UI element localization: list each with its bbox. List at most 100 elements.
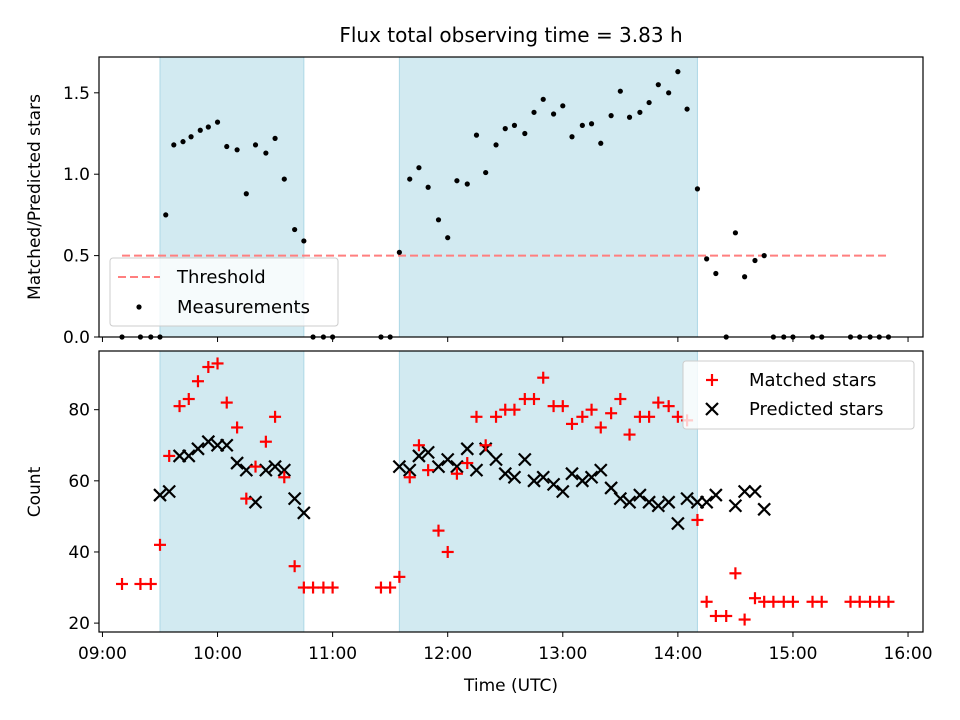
x-tick-label: 10:00	[193, 644, 242, 664]
matched-star-marker	[393, 570, 406, 583]
matched-star-marker	[384, 581, 397, 594]
predicted-star-marker	[287, 491, 302, 506]
predicted-star-marker	[518, 452, 532, 467]
measurement-point	[473, 132, 480, 138]
measurement-point	[704, 256, 710, 262]
matched-star-marker	[815, 595, 828, 608]
matched-star-marker	[134, 577, 147, 590]
matched-star-marker	[422, 464, 435, 477]
measurement-point	[252, 142, 259, 148]
x-tick-label: 12:00	[423, 644, 472, 664]
legend-measurements-label: Measurements	[177, 297, 310, 318]
measurement-point	[416, 165, 422, 171]
matched-star-marker	[652, 396, 665, 409]
predicted-star-marker	[297, 506, 311, 520]
matched-star-marker	[671, 410, 684, 423]
measurement-point	[197, 127, 203, 133]
measurement-point	[588, 121, 595, 127]
bottom-y-axis-label: Count	[25, 466, 45, 517]
matched-star-marker	[508, 403, 521, 416]
legend-threshold-label: Threshold	[176, 267, 266, 288]
matched-star-marker	[882, 595, 895, 608]
matched-star-marker	[786, 595, 799, 608]
matched-star-marker	[307, 581, 320, 594]
matched-star-marker	[278, 471, 291, 484]
matched-star-marker	[614, 393, 627, 406]
matched-star-marker	[729, 567, 742, 580]
chart-title: Flux total observing time = 3.83 h	[339, 23, 682, 47]
x-tick-label: 16:00	[884, 644, 933, 664]
axes-frame	[98, 350, 924, 633]
measurement-point	[540, 96, 546, 102]
predicted-star-marker	[230, 456, 244, 470]
legend-measurements-swatch	[136, 304, 142, 310]
predicted-star-marker	[709, 488, 723, 502]
predicted-star-marker	[277, 463, 292, 477]
predicted-star-marker	[421, 445, 435, 460]
predicted-star-marker	[680, 491, 694, 506]
bottom-panel: 20 40 60 80 09:00 10:00 11:00 12:00 13:00 14:00 15…	[25, 350, 933, 696]
measurement-point	[180, 139, 186, 145]
measurement-point	[171, 142, 177, 148]
predicted-star-marker	[556, 484, 570, 499]
measurement-point	[263, 150, 269, 156]
matched-star-marker	[700, 595, 713, 608]
matched-star-marker	[240, 492, 253, 505]
measurement-point	[301, 238, 307, 244]
matched-star-marker	[173, 400, 186, 413]
matched-star-marker	[490, 410, 503, 423]
predicted-star-marker	[162, 484, 176, 499]
predicted-star-marker	[469, 463, 484, 477]
matched-star-marker	[853, 595, 866, 608]
matched-star-marker	[403, 471, 416, 484]
count-points	[116, 357, 895, 626]
matched-star-marker	[269, 410, 282, 423]
top-legend-box	[109, 257, 339, 327]
y-tick-label: 1.5	[63, 84, 90, 104]
matched-star-marker	[450, 467, 463, 480]
measurement-point	[732, 230, 739, 236]
matched-star-marker	[738, 613, 751, 626]
top-legend: Threshold Measurements	[109, 257, 339, 327]
x-axis-label: Time (UTC)	[463, 676, 558, 696]
predicted-star-marker	[402, 463, 417, 477]
legend-matched-label: Matched stars	[749, 370, 876, 391]
axes-frame	[98, 56, 924, 338]
matched-star-marker	[432, 524, 445, 537]
predicted-star-marker	[699, 495, 714, 509]
matched-star-marker	[470, 410, 483, 423]
predicted-star-marker	[546, 477, 561, 492]
measurement-point	[502, 126, 508, 132]
matched-star-marker	[220, 396, 233, 409]
measurement-point	[483, 169, 489, 176]
y-tick-label: 0.5	[63, 247, 90, 267]
matched-star-marker	[767, 595, 780, 608]
measurement-point	[617, 88, 623, 94]
matched-star-marker	[249, 460, 262, 473]
top-shaded-intervals	[159, 57, 698, 337]
x-tick-label: 09:00	[78, 644, 127, 664]
predicted-star-marker	[489, 452, 503, 467]
predicted-star-marker	[613, 491, 628, 506]
predicted-star-marker	[412, 449, 426, 463]
predicted-star-marker	[201, 434, 216, 449]
predicted-star-marker	[460, 442, 475, 456]
matched-star-marker	[605, 407, 618, 420]
predicted-star-marker	[565, 466, 579, 481]
measurement-point	[531, 109, 537, 115]
measurement-point	[493, 142, 499, 148]
y-tick-label: 40	[68, 543, 90, 563]
matched-star-marker	[211, 357, 224, 370]
predicted-star-marker	[748, 484, 762, 499]
measurement-point	[522, 130, 528, 137]
matched-star-marker	[691, 513, 704, 526]
measurement-point	[445, 235, 451, 241]
predicted-star-marker	[191, 442, 205, 456]
predicted-star-marker	[671, 516, 685, 531]
predicted-star-marker	[633, 488, 647, 502]
y-tick-label: 80	[68, 401, 90, 421]
x-tick-label: 14:00	[653, 644, 702, 664]
measurement-point	[163, 212, 169, 218]
measurement-point	[243, 191, 249, 197]
